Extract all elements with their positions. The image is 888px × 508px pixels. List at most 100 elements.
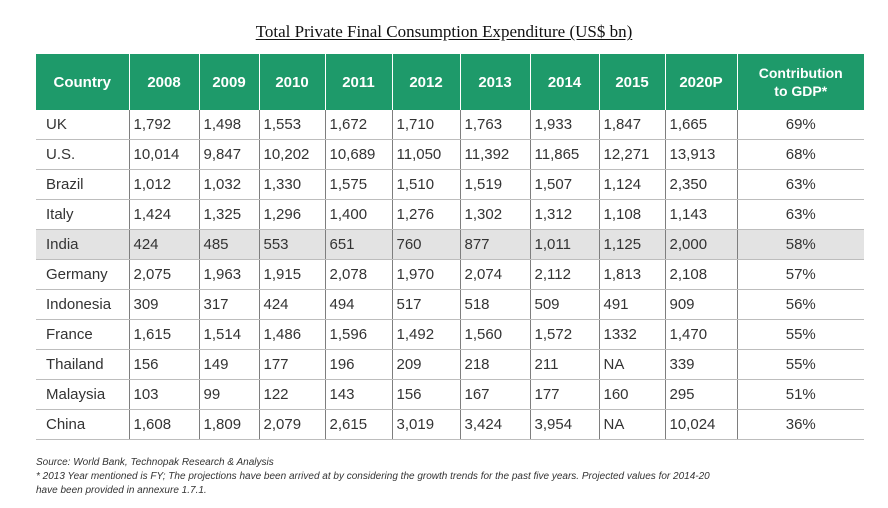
value-cell: 1332 <box>598 319 665 350</box>
header-year: 2008 <box>128 54 199 110</box>
value-cell: NA <box>598 409 665 440</box>
value-cell: 2,000 <box>664 229 737 260</box>
header-contribution-line: Contribution <box>758 65 843 81</box>
value-cell: 1,498 <box>198 110 259 140</box>
value-cell: 149 <box>198 349 259 380</box>
value-cell: 1,763 <box>459 110 530 140</box>
value-cell: 1,665 <box>664 110 737 140</box>
value-cell: 1,325 <box>198 199 259 230</box>
value-cell: 1,710 <box>391 110 460 140</box>
table-row: Indonesia 309 317 424 494 517 518 509 491 909 56% <box>36 289 864 320</box>
value-cell: 3,424 <box>459 409 530 440</box>
value-cell: 2,108 <box>664 259 737 290</box>
value-cell: 1,424 <box>128 199 199 230</box>
value-cell: 1,575 <box>324 169 392 200</box>
value-cell: 760 <box>391 229 460 260</box>
value-cell: 1,032 <box>198 169 259 200</box>
value-cell: 99 <box>198 379 259 410</box>
value-cell: 2,074 <box>459 259 530 290</box>
table-row: U.S. 10,014 9,847 10,202 10,689 11,050 11,392 1… <box>36 139 864 170</box>
value-cell: 103 <box>128 379 199 410</box>
value-cell: 1,608 <box>128 409 199 440</box>
contribution-cell: 63% <box>736 169 864 200</box>
value-cell: 1,276 <box>391 199 460 230</box>
table-row: France 1,615 1,514 1,486 1,596 1,492 1,560 1,57… <box>36 319 864 350</box>
value-cell: 11,865 <box>529 139 599 170</box>
contribution-cell: 68% <box>736 139 864 170</box>
country-cell: China <box>36 409 129 440</box>
data-table: Country 2008 2009 2010 2011 2012 2013 20… <box>36 54 864 440</box>
table-title: Total Private Final Consumption Expendit… <box>0 22 888 42</box>
country-cell: India <box>36 229 129 260</box>
header-country: Country <box>36 54 129 110</box>
value-cell: 1,486 <box>258 319 325 350</box>
value-cell: 1,124 <box>598 169 665 200</box>
value-cell: 1,514 <box>198 319 259 350</box>
value-cell: 2,078 <box>324 259 392 290</box>
value-cell: 1,507 <box>529 169 599 200</box>
value-cell: 518 <box>459 289 530 320</box>
contribution-cell: 63% <box>736 199 864 230</box>
value-cell: 11,392 <box>459 139 530 170</box>
value-cell: 1,970 <box>391 259 460 290</box>
value-cell: 1,915 <box>258 259 325 290</box>
header-row: Country 2008 2009 2010 2011 2012 2013 20… <box>36 54 864 110</box>
value-cell: 1,615 <box>128 319 199 350</box>
table-row: Malaysia 103 99 122 143 156 167 177 160 295 51% <box>36 379 864 410</box>
value-cell: 485 <box>198 229 259 260</box>
value-cell: 1,792 <box>128 110 199 140</box>
value-cell: 1,672 <box>324 110 392 140</box>
country-cell: UK <box>36 110 129 140</box>
contribution-cell: 55% <box>736 349 864 380</box>
value-cell: 494 <box>324 289 392 320</box>
contribution-cell: 57% <box>736 259 864 290</box>
value-cell: 10,202 <box>258 139 325 170</box>
value-cell: 909 <box>664 289 737 320</box>
value-cell: 13,913 <box>664 139 737 170</box>
table-notes: Source: World Bank, Technopak Research &… <box>36 456 864 498</box>
country-cell: Thailand <box>36 349 129 380</box>
country-cell: U.S. <box>36 139 129 170</box>
value-cell: 1,143 <box>664 199 737 230</box>
value-cell: 2,079 <box>258 409 325 440</box>
value-cell: 1,519 <box>459 169 530 200</box>
value-cell: 10,014 <box>128 139 199 170</box>
value-cell: 3,954 <box>529 409 599 440</box>
value-cell: 1,470 <box>664 319 737 350</box>
value-cell: 218 <box>459 349 530 380</box>
footnote-line: have been provided in annexure 1.7.1. <box>36 485 207 496</box>
value-cell: 1,560 <box>459 319 530 350</box>
value-cell: 122 <box>258 379 325 410</box>
value-cell: 1,572 <box>529 319 599 350</box>
value-cell: 1,125 <box>598 229 665 260</box>
table-row: Germany 2,075 1,963 1,915 2,078 1,970 2,074 2,1… <box>36 259 864 290</box>
header-year: 2020P <box>664 54 737 110</box>
value-cell: 177 <box>529 379 599 410</box>
contribution-cell: 51% <box>736 379 864 410</box>
contribution-cell: 58% <box>736 229 864 260</box>
value-cell: 1,011 <box>529 229 599 260</box>
country-cell: Indonesia <box>36 289 129 320</box>
header-year: 2013 <box>459 54 530 110</box>
value-cell: 309 <box>128 289 199 320</box>
table-row: Brazil 1,012 1,032 1,330 1,575 1,510 1,519 1,50… <box>36 169 864 200</box>
value-cell: 12,271 <box>598 139 665 170</box>
value-cell: 491 <box>598 289 665 320</box>
header-year: 2012 <box>391 54 460 110</box>
header-year: 2014 <box>529 54 599 110</box>
table-row: Italy 1,424 1,325 1,296 1,400 1,276 1,302 1,312… <box>36 199 864 230</box>
value-cell: 11,050 <box>391 139 460 170</box>
value-cell: 156 <box>128 349 199 380</box>
value-cell: 2,350 <box>664 169 737 200</box>
value-cell: 1,596 <box>324 319 392 350</box>
value-cell: 1,330 <box>258 169 325 200</box>
value-cell: 1,492 <box>391 319 460 350</box>
footnote-line: * 2013 Year mentioned is FY; The project… <box>36 471 710 482</box>
header-year: 2010 <box>258 54 325 110</box>
value-cell: 196 <box>324 349 392 380</box>
value-cell: 1,553 <box>258 110 325 140</box>
value-cell: 10,024 <box>664 409 737 440</box>
value-cell: 424 <box>258 289 325 320</box>
value-cell: 156 <box>391 379 460 410</box>
value-cell: 1,847 <box>598 110 665 140</box>
